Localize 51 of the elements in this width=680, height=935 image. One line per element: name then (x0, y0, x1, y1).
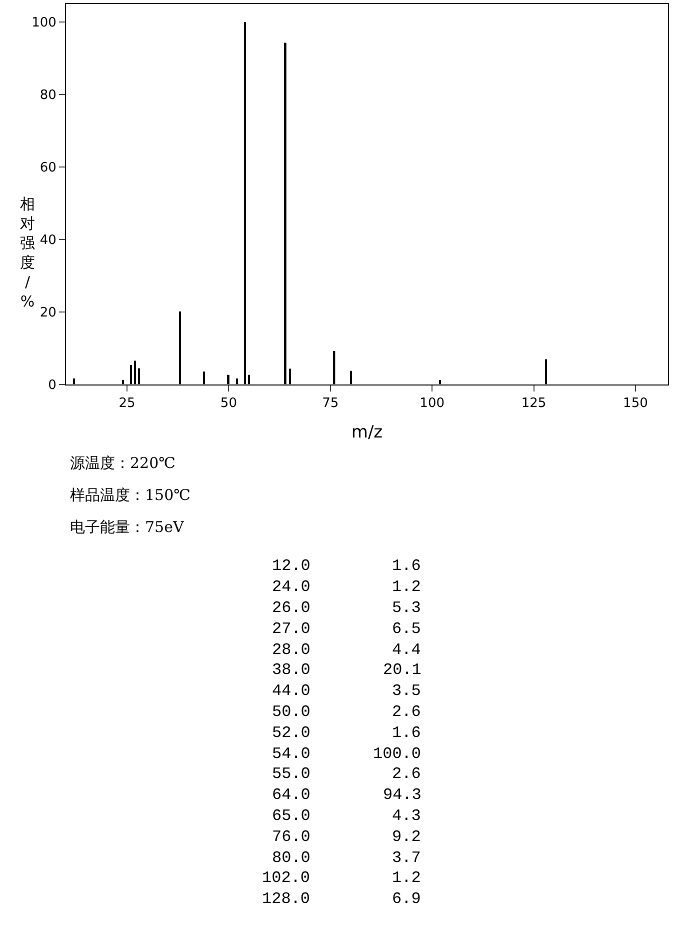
y-tick-label: 20 (40, 305, 56, 320)
data-label: 20.1 (383, 661, 422, 679)
data-label: 94.3 (383, 786, 422, 804)
x-tick-label: 125 (521, 396, 546, 411)
x-tick-label: 75 (322, 396, 339, 411)
x-tick-label: 150 (623, 396, 648, 411)
category-label: 54.0 (272, 745, 310, 763)
data-label: 2.6 (392, 703, 421, 721)
category-label: 80.0 (272, 849, 310, 867)
data-label: 1.6 (392, 724, 421, 742)
category-label: 52.0 (272, 724, 310, 742)
category-label: 64.0 (272, 786, 310, 804)
category-label: 65.0 (272, 807, 310, 825)
y-tick-label: 80 (40, 88, 56, 104)
y-tick-label: 0 (48, 378, 56, 393)
y-axis-title: 相对强度/% (20, 195, 35, 310)
data-label: 1.6 (392, 557, 421, 575)
data-label: 9.2 (392, 828, 421, 846)
text: 电子能量：75eV (70, 518, 185, 536)
text: 样品温度：150℃ (70, 486, 190, 504)
category-label: 38.0 (272, 661, 310, 679)
x-tick-label: 50 (220, 396, 237, 411)
category-label: 55.0 (272, 765, 310, 783)
y-tick-label: 60 (40, 160, 56, 176)
x-tick-label: 25 (118, 396, 136, 411)
data-label: 3.5 (392, 682, 421, 700)
category-label: 28.0 (272, 641, 310, 659)
data-label: 6.5 (392, 620, 421, 638)
y-tick-label: 40 (40, 232, 56, 248)
data-label: 2.6 (392, 765, 421, 783)
data-label: 1.2 (392, 578, 421, 596)
x-tick-label: 100 (420, 396, 444, 411)
category-label: 50.0 (272, 703, 310, 721)
category-label: 26.0 (272, 599, 310, 617)
category-label: 102.0 (262, 869, 310, 887)
text: 源温度：220℃ (70, 454, 176, 472)
data-label: 100.0 (373, 745, 422, 763)
data-label: 4.4 (392, 641, 421, 659)
category-label: 24.0 (272, 578, 310, 596)
category-label: 128.0 (262, 890, 310, 908)
data-label: 6.9 (392, 890, 421, 908)
x-axis-title: m/z (351, 422, 383, 442)
y-tick-label: 100 (32, 16, 56, 31)
category-label: 27.0 (272, 620, 310, 638)
data-label: 5.3 (392, 599, 421, 617)
data-label: 4.3 (392, 807, 421, 825)
category-label: 44.0 (272, 682, 310, 700)
category-label: 12.0 (272, 557, 310, 575)
data-label: 1.2 (392, 869, 421, 887)
data-label: 3.7 (392, 849, 421, 867)
category-label: 76.0 (272, 828, 310, 846)
